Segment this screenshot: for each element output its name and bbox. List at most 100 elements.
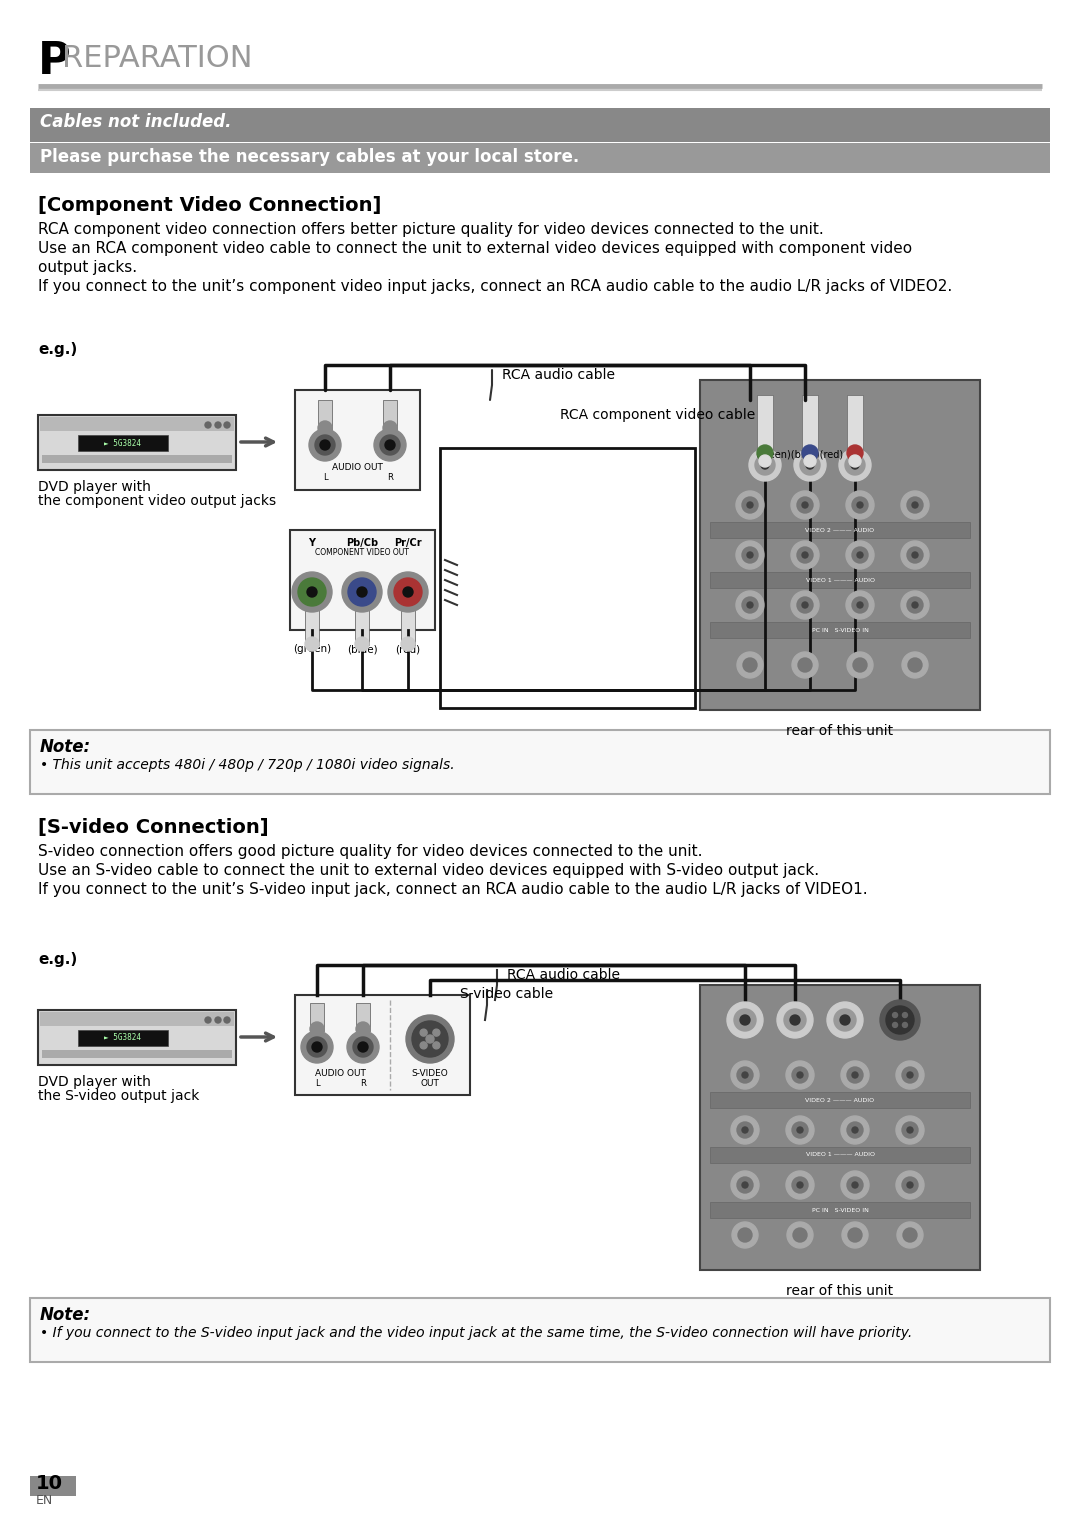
Circle shape xyxy=(802,502,808,508)
Circle shape xyxy=(834,1009,856,1032)
Text: If you connect to the unit’s S-video input jack, connect an RCA audio cable to t: If you connect to the unit’s S-video inp… xyxy=(38,882,867,897)
Circle shape xyxy=(903,1022,907,1027)
FancyBboxPatch shape xyxy=(356,1003,370,1032)
Circle shape xyxy=(312,1042,322,1051)
Circle shape xyxy=(357,1042,368,1051)
Circle shape xyxy=(848,1228,862,1242)
Circle shape xyxy=(804,455,816,467)
Text: 10: 10 xyxy=(36,1474,63,1492)
Circle shape xyxy=(793,1228,807,1242)
Circle shape xyxy=(846,591,874,620)
Circle shape xyxy=(298,578,326,606)
Circle shape xyxy=(215,423,221,427)
Text: S-video connection offers good picture quality for video devices connected to th: S-video connection offers good picture q… xyxy=(38,844,702,859)
Circle shape xyxy=(357,588,367,597)
Text: REPARATION: REPARATION xyxy=(62,44,253,73)
Text: Note:: Note: xyxy=(40,739,91,755)
FancyBboxPatch shape xyxy=(847,395,863,450)
Circle shape xyxy=(902,1177,918,1193)
Circle shape xyxy=(735,591,764,620)
Circle shape xyxy=(858,502,863,508)
Text: Use an RCA component video cable to connect the unit to external video devices e: Use an RCA component video cable to conn… xyxy=(38,241,913,256)
Circle shape xyxy=(791,542,819,569)
FancyBboxPatch shape xyxy=(295,995,470,1096)
Circle shape xyxy=(353,1038,373,1058)
FancyBboxPatch shape xyxy=(355,610,369,645)
Text: (blue): (blue) xyxy=(347,644,377,655)
Text: Please purchase the necessary cables at your local store.: Please purchase the necessary cables at … xyxy=(40,148,579,166)
Text: S-VIDEO: S-VIDEO xyxy=(411,1068,448,1077)
Circle shape xyxy=(734,1009,756,1032)
Text: AUDIO OUT: AUDIO OUT xyxy=(332,464,382,473)
Circle shape xyxy=(740,1015,750,1025)
Circle shape xyxy=(747,552,753,559)
Text: • This unit accepts 480i / 480p / 720p / 1080i video signals.: • This unit accepts 480i / 480p / 720p /… xyxy=(40,758,455,772)
FancyBboxPatch shape xyxy=(42,1050,232,1058)
Circle shape xyxy=(320,439,330,450)
FancyBboxPatch shape xyxy=(38,1010,237,1065)
Circle shape xyxy=(735,542,764,569)
Circle shape xyxy=(426,1035,434,1042)
Circle shape xyxy=(902,1122,918,1138)
Circle shape xyxy=(797,1071,804,1077)
Circle shape xyxy=(743,658,757,671)
Circle shape xyxy=(732,1222,758,1248)
FancyBboxPatch shape xyxy=(710,1148,970,1163)
Circle shape xyxy=(907,597,923,613)
Circle shape xyxy=(841,1061,869,1090)
FancyBboxPatch shape xyxy=(40,417,234,430)
Circle shape xyxy=(797,1183,804,1189)
Text: ► 5G3824: ► 5G3824 xyxy=(105,438,141,447)
Text: • If you connect to the S-video input jack and the video input jack at the same : • If you connect to the S-video input ja… xyxy=(40,1326,913,1340)
Circle shape xyxy=(784,1009,806,1032)
Circle shape xyxy=(858,552,863,559)
Circle shape xyxy=(301,1032,333,1064)
Circle shape xyxy=(755,455,775,475)
Circle shape xyxy=(307,1038,327,1058)
Circle shape xyxy=(806,461,814,468)
FancyBboxPatch shape xyxy=(310,1003,324,1032)
Circle shape xyxy=(433,1029,440,1036)
Circle shape xyxy=(907,1128,913,1132)
FancyBboxPatch shape xyxy=(30,143,1050,172)
Circle shape xyxy=(846,542,874,569)
Circle shape xyxy=(205,1016,211,1022)
Circle shape xyxy=(847,1122,863,1138)
Circle shape xyxy=(802,552,808,559)
Circle shape xyxy=(205,423,211,427)
FancyBboxPatch shape xyxy=(700,984,980,1270)
Circle shape xyxy=(742,1183,748,1189)
Text: e.g.): e.g.) xyxy=(38,342,78,357)
Circle shape xyxy=(292,572,332,612)
Circle shape xyxy=(841,1116,869,1144)
Text: L: L xyxy=(323,473,327,482)
Circle shape xyxy=(401,636,415,652)
Text: Pb/Cb: Pb/Cb xyxy=(346,539,378,548)
FancyBboxPatch shape xyxy=(291,530,435,630)
Text: RCA audio cable: RCA audio cable xyxy=(507,967,620,983)
Text: the component video output jacks: the component video output jacks xyxy=(38,494,276,508)
Circle shape xyxy=(903,1228,917,1242)
Text: (red): (red) xyxy=(395,644,420,655)
Text: COMPONENT VIDEO OUT: COMPONENT VIDEO OUT xyxy=(315,548,409,557)
Text: ► 5G3824: ► 5G3824 xyxy=(105,1033,141,1042)
Circle shape xyxy=(797,1128,804,1132)
Text: Cables not included.: Cables not included. xyxy=(40,113,231,131)
Circle shape xyxy=(374,429,406,461)
Circle shape xyxy=(759,455,771,467)
Circle shape xyxy=(842,1222,868,1248)
Text: PC IN   S-VIDEO IN: PC IN S-VIDEO IN xyxy=(811,1207,868,1213)
Circle shape xyxy=(901,542,929,569)
Circle shape xyxy=(420,1042,427,1048)
Text: RCA audio cable: RCA audio cable xyxy=(502,368,615,382)
Text: [Component Video Connection]: [Component Video Connection] xyxy=(38,195,381,215)
Circle shape xyxy=(224,423,230,427)
Text: DVD player with: DVD player with xyxy=(38,481,151,494)
Circle shape xyxy=(731,1061,759,1090)
Circle shape xyxy=(797,597,813,613)
Text: RCA component video cable: RCA component video cable xyxy=(561,407,755,423)
FancyBboxPatch shape xyxy=(38,415,237,470)
Text: AUDIO OUT: AUDIO OUT xyxy=(314,1068,365,1077)
Circle shape xyxy=(380,435,400,455)
Circle shape xyxy=(846,491,874,519)
